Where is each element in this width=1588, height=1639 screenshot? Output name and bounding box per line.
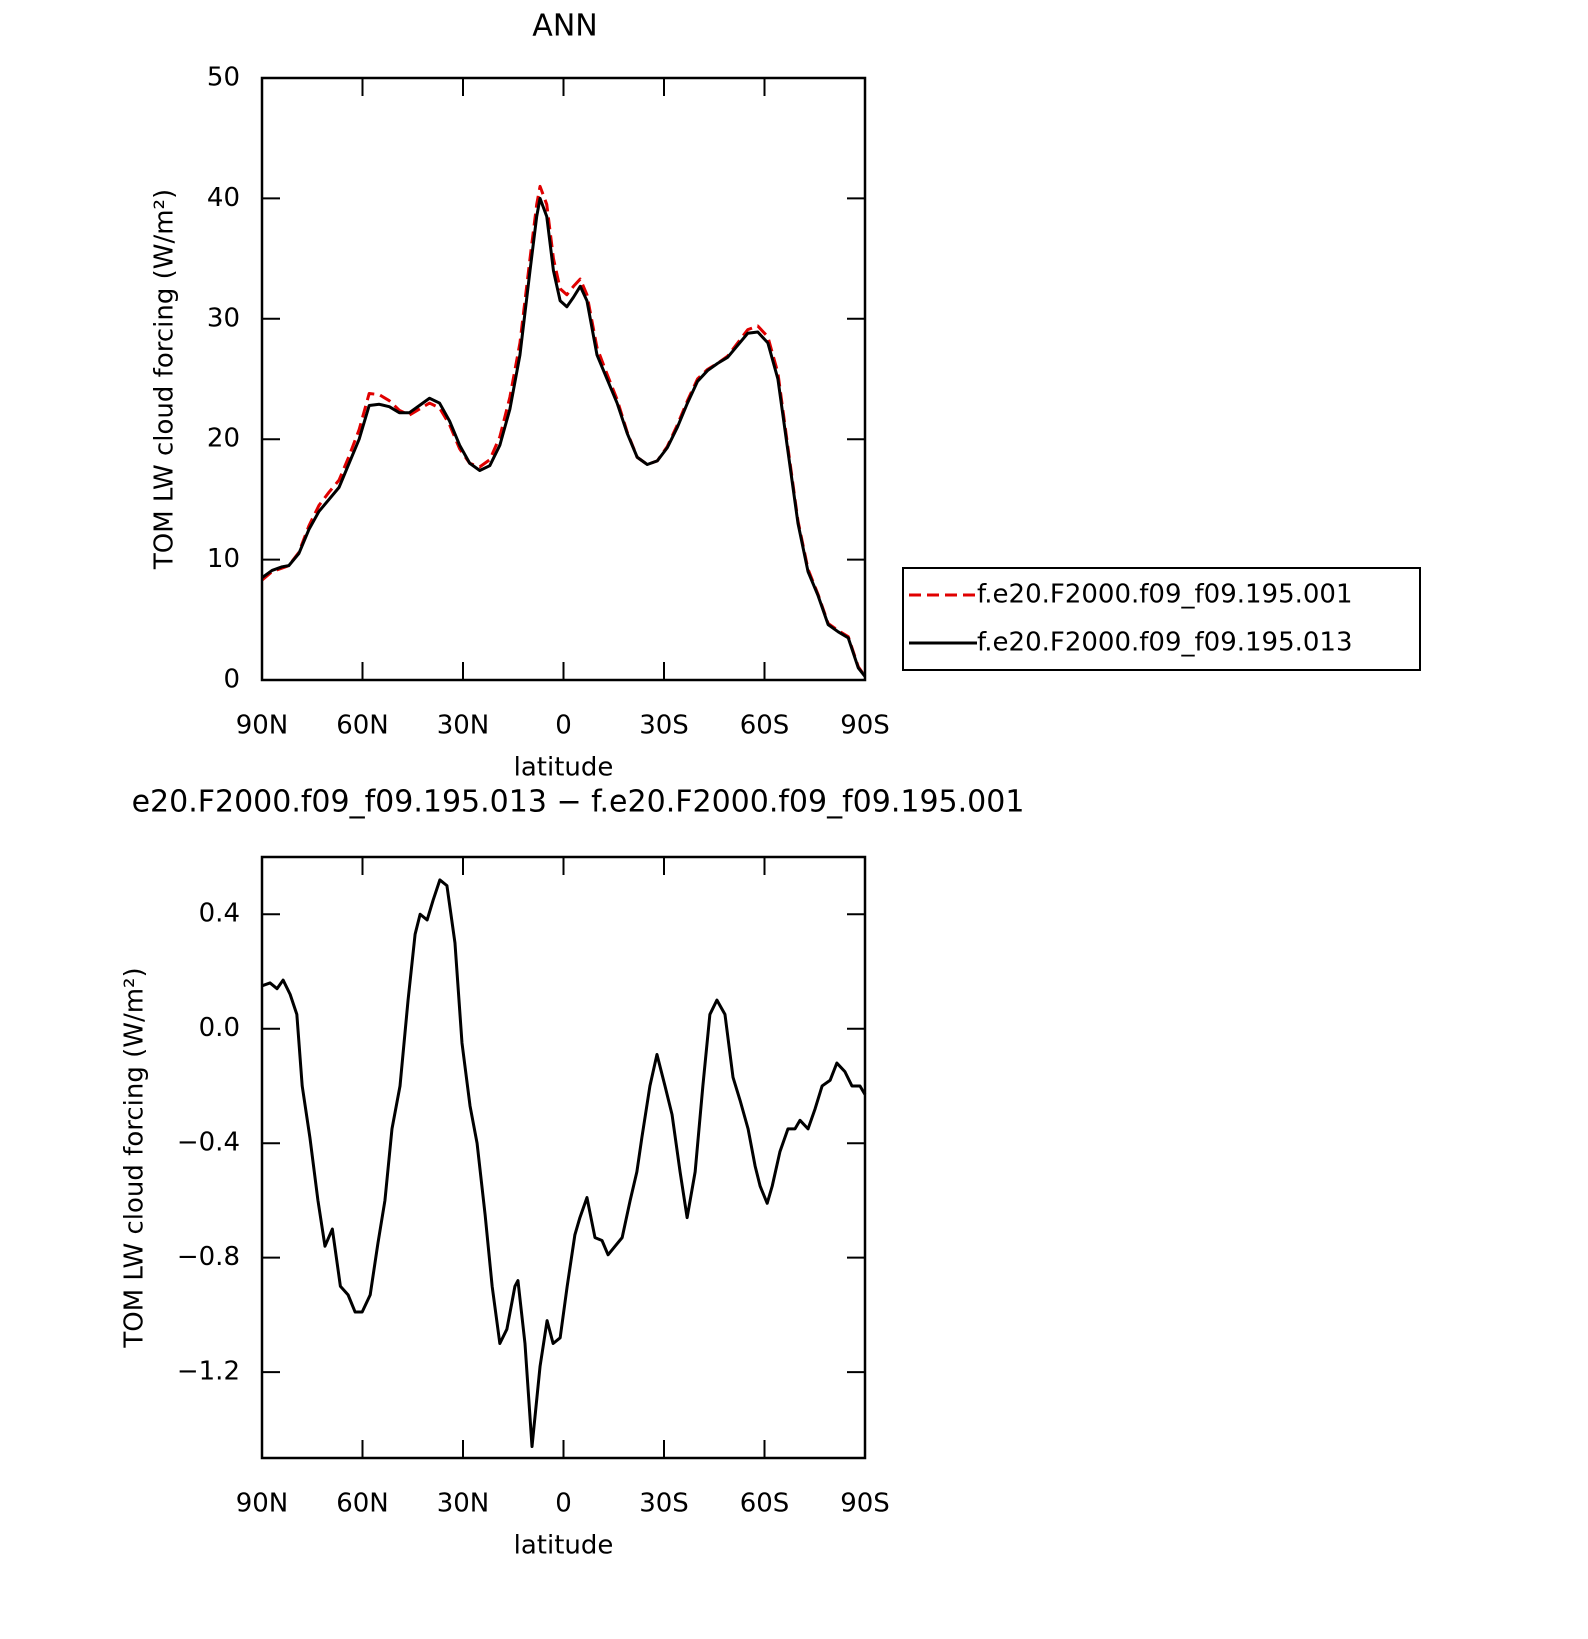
y-axis-label: TOM LW cloud forcing (W/m²) <box>120 967 150 1348</box>
x-tick-label: 60N <box>336 1489 389 1519</box>
legend-label: f.e20.F2000.f09_f09.195.013 <box>977 628 1353 658</box>
x-tick-label: 30S <box>639 1489 689 1519</box>
x-tick-label: 90S <box>840 1489 890 1519</box>
x-tick-label: 0 <box>555 1489 572 1519</box>
y-axis-label: TOM LW cloud forcing (W/m²) <box>150 189 180 570</box>
y-tick-label: −0.4 <box>177 1128 240 1158</box>
legend-box <box>902 567 1421 671</box>
y-tick-label: 20 <box>207 424 240 454</box>
x-tick-label: 30N <box>437 711 490 741</box>
data-line <box>261 184 867 678</box>
x-tick-label: 90N <box>236 711 289 741</box>
y-tick-label: 10 <box>207 544 240 574</box>
plot-frame <box>260 76 867 682</box>
x-tick-label: 60N <box>336 711 389 741</box>
data-line <box>261 878 867 1449</box>
x-tick-label: 60S <box>740 711 790 741</box>
plot-frame <box>260 855 867 1460</box>
y-tick-label: −1.2 <box>177 1357 240 1387</box>
x-tick-label: 30S <box>639 711 689 741</box>
chart-title: ANN <box>532 9 597 44</box>
y-tick-label: 0.4 <box>199 899 240 929</box>
y-tick-label: 0.0 <box>199 1013 240 1043</box>
x-tick-label: 90N <box>236 1489 289 1519</box>
y-tick-label: 0 <box>223 665 240 695</box>
y-tick-label: 40 <box>207 183 240 213</box>
x-tick-label: 0 <box>555 711 572 741</box>
x-tick-label: 90S <box>840 711 890 741</box>
x-axis-label: latitude <box>514 1531 614 1561</box>
y-tick-label: −0.8 <box>177 1242 240 1272</box>
chart-title: e20.F2000.f09_f09.195.013 − f.e20.F2000.… <box>132 785 1025 820</box>
x-tick-label: 60S <box>740 1489 790 1519</box>
y-tick-label: 50 <box>207 63 240 93</box>
x-tick-label: 30N <box>437 1489 490 1519</box>
legend-label: f.e20.F2000.f09_f09.195.001 <box>977 580 1353 610</box>
y-tick-label: 30 <box>207 303 240 333</box>
data-line <box>261 196 867 678</box>
x-axis-label: latitude <box>514 753 614 783</box>
